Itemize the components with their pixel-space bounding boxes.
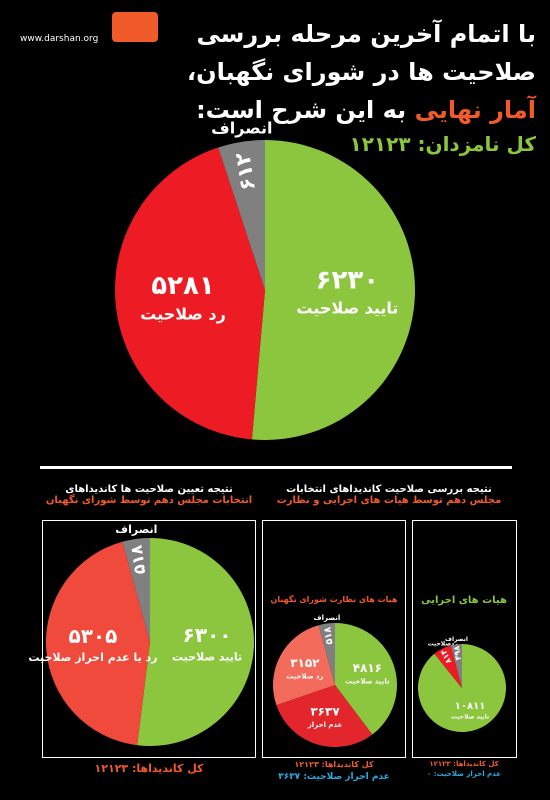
value-label: ۵۱۸	[322, 626, 335, 645]
value-label: ۵۲۸۱	[151, 271, 214, 301]
category-label: انصراف	[313, 614, 340, 622]
note: کل کاندیداها: ۱۲۱۲۳	[429, 760, 499, 768]
note: عدم احراز صلاحیت: ۳۶۳۷	[278, 772, 390, 782]
panel-title: نتیجه تعیین صلاحیت ها کاندیداهای انتخابات…	[42, 484, 256, 506]
panel	[262, 520, 406, 758]
title-line: مجلس دهم توسط هیات های اجرایی و نظارت	[276, 495, 502, 506]
pie-slice	[137, 538, 254, 746]
pie-slice	[273, 625, 335, 706]
title-line: صلاحیت ها در شورای نگهبان،	[186, 58, 536, 86]
value-label: ۶۲۳۰	[316, 265, 379, 295]
category-label: عدم احراز	[307, 721, 343, 729]
category-label: تایید صلاحیت	[172, 651, 242, 664]
pie-slice	[276, 685, 373, 748]
title-end: به این شرح است:	[196, 96, 407, 124]
category-label: رد صلاحیت	[140, 305, 226, 324]
pie-slice	[417, 644, 506, 732]
site-url: www.darshan.org	[20, 34, 99, 44]
pie-slice	[318, 623, 335, 685]
value-label: ۳۶۳۷	[310, 705, 340, 719]
panel	[412, 520, 517, 758]
category-label: ردصلاحیت	[428, 640, 459, 647]
category-label: انصراف	[115, 523, 157, 536]
pie-slice	[450, 644, 462, 688]
category-label: رد صلاحیت	[286, 672, 323, 680]
panel-subtitle: هیات های نظارت شورای نگهبان	[270, 595, 398, 604]
title-line: نتیجه تعیین صلاحیت ها کاندیداهای	[65, 484, 233, 495]
category-label: انصراف	[211, 119, 272, 138]
title-line: با اتمام آخرین مرحله بررسی	[196, 20, 536, 48]
pie-slice	[122, 538, 150, 642]
note: کل کاندیداها: ۱۲۱۲۳	[294, 760, 374, 769]
pie-slice	[115, 147, 265, 440]
category-label: انصراف	[445, 636, 468, 643]
pie-slice	[251, 140, 416, 440]
value-label: ۶۱۲	[230, 151, 260, 193]
total-note: کل نامزدان: ۱۲۱۲۳	[349, 132, 537, 156]
title-line: آمار نهایی به این شرح است:	[196, 96, 536, 124]
pie-slice	[434, 645, 462, 688]
divider	[40, 466, 512, 469]
value-label: ۱۰۸۱۱	[455, 701, 486, 712]
pie-slice	[335, 623, 398, 735]
title-line: نتیجه بررسی صلاحیت کاندیداهای انتخابات	[286, 484, 492, 495]
panel-subtitle: هیات های اجرایی	[421, 595, 507, 606]
value-label: ۳۱۵۲	[290, 656, 320, 670]
value-label: ۴۹۸	[452, 645, 463, 661]
note: عدم احراز صلاحیت: ۰	[427, 770, 501, 778]
value-label: ۶۳۰۰	[183, 623, 232, 647]
value-label: ۵۳۰۵	[69, 624, 118, 648]
note: کل کاندیداها: ۱۲۱۲۳	[94, 762, 204, 775]
category-label: تایید صلاحیت	[345, 677, 390, 685]
category-label: رد یا عدم احراز صلاحیت	[28, 651, 157, 664]
title-highlight: آمار نهایی	[414, 96, 536, 124]
panel	[42, 520, 256, 758]
panel-title: نتیجه بررسی صلاحیت کاندیداهای انتخابات مج…	[262, 484, 516, 506]
pie-slice	[45, 541, 150, 746]
title-line: انتخابات مجلس دهم توسط شورای نگهبان	[45, 495, 253, 506]
value-label: ۵۱۸	[126, 544, 149, 576]
category-label: تایید صلاحیت	[451, 713, 489, 720]
pie-slice	[218, 140, 265, 290]
value-label: ۴۸۱۶	[353, 661, 382, 675]
category-label: تایید صلاحیت	[296, 299, 398, 318]
logo	[112, 12, 158, 42]
